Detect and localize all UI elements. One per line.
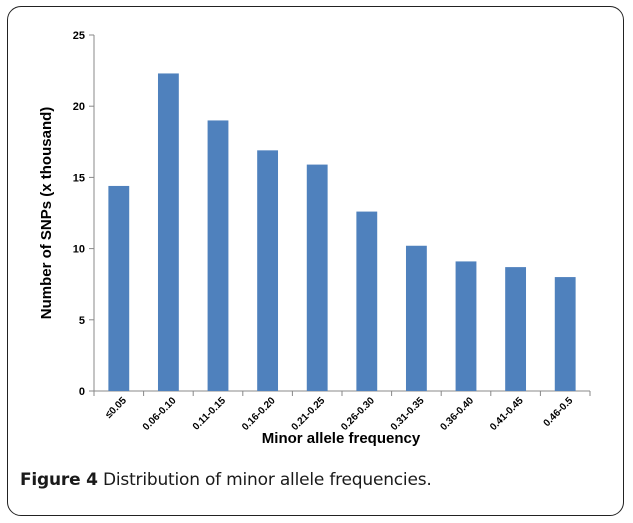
x-axis-title: Minor allele frequency: [262, 430, 421, 447]
y-tick-labels: 0 5 10 15 20 25: [73, 30, 85, 398]
caption-text: Distribution of minor allele frequencies…: [103, 470, 432, 490]
x-tick-label: 0.11-0.15: [191, 395, 229, 433]
y-tick-label: 5: [79, 315, 85, 327]
x-tick-label: 0.36-0.40: [438, 395, 476, 433]
x-tick-label: 0.21-0.25: [290, 395, 328, 433]
bar: [306, 164, 328, 391]
x-tick-label: 0.31-0.35: [389, 395, 427, 433]
y-tick-label: 20: [73, 101, 85, 113]
y-tick-label: 25: [73, 30, 85, 42]
x-tick-label: 0.16-0.20: [240, 395, 278, 433]
bar: [554, 277, 576, 391]
bar: [108, 185, 130, 391]
bar: [455, 261, 477, 391]
x-tick-label: 0.41-0.45: [488, 395, 526, 433]
x-tick-labels: ≤0.05 0.06-0.10 0.11-0.15 0.16-0.20 0.21-0.2…: [103, 395, 575, 433]
x-tick-label: ≤0.05: [103, 395, 129, 421]
bar: [505, 267, 527, 391]
bar: [207, 120, 229, 391]
y-tick-label: 0: [79, 386, 85, 398]
chart-bars: [108, 73, 576, 391]
x-tick-label: 0.46-0.5: [542, 395, 576, 429]
bar: [257, 150, 279, 391]
y-tick-label: 15: [73, 172, 85, 184]
bar: [405, 245, 427, 391]
figure-caption: Figure 4 Distribution of minor allele fr…: [20, 470, 432, 490]
y-axis-title: Number of SNPs (x thousand): [38, 107, 55, 320]
x-tick-label: 0.26-0.30: [339, 395, 377, 433]
y-tick-label: 10: [73, 244, 85, 256]
bar: [356, 211, 378, 391]
bar: [157, 73, 179, 391]
figure-label: Figure 4: [20, 470, 98, 490]
x-tick-label: 0.06-0.10: [141, 395, 179, 433]
